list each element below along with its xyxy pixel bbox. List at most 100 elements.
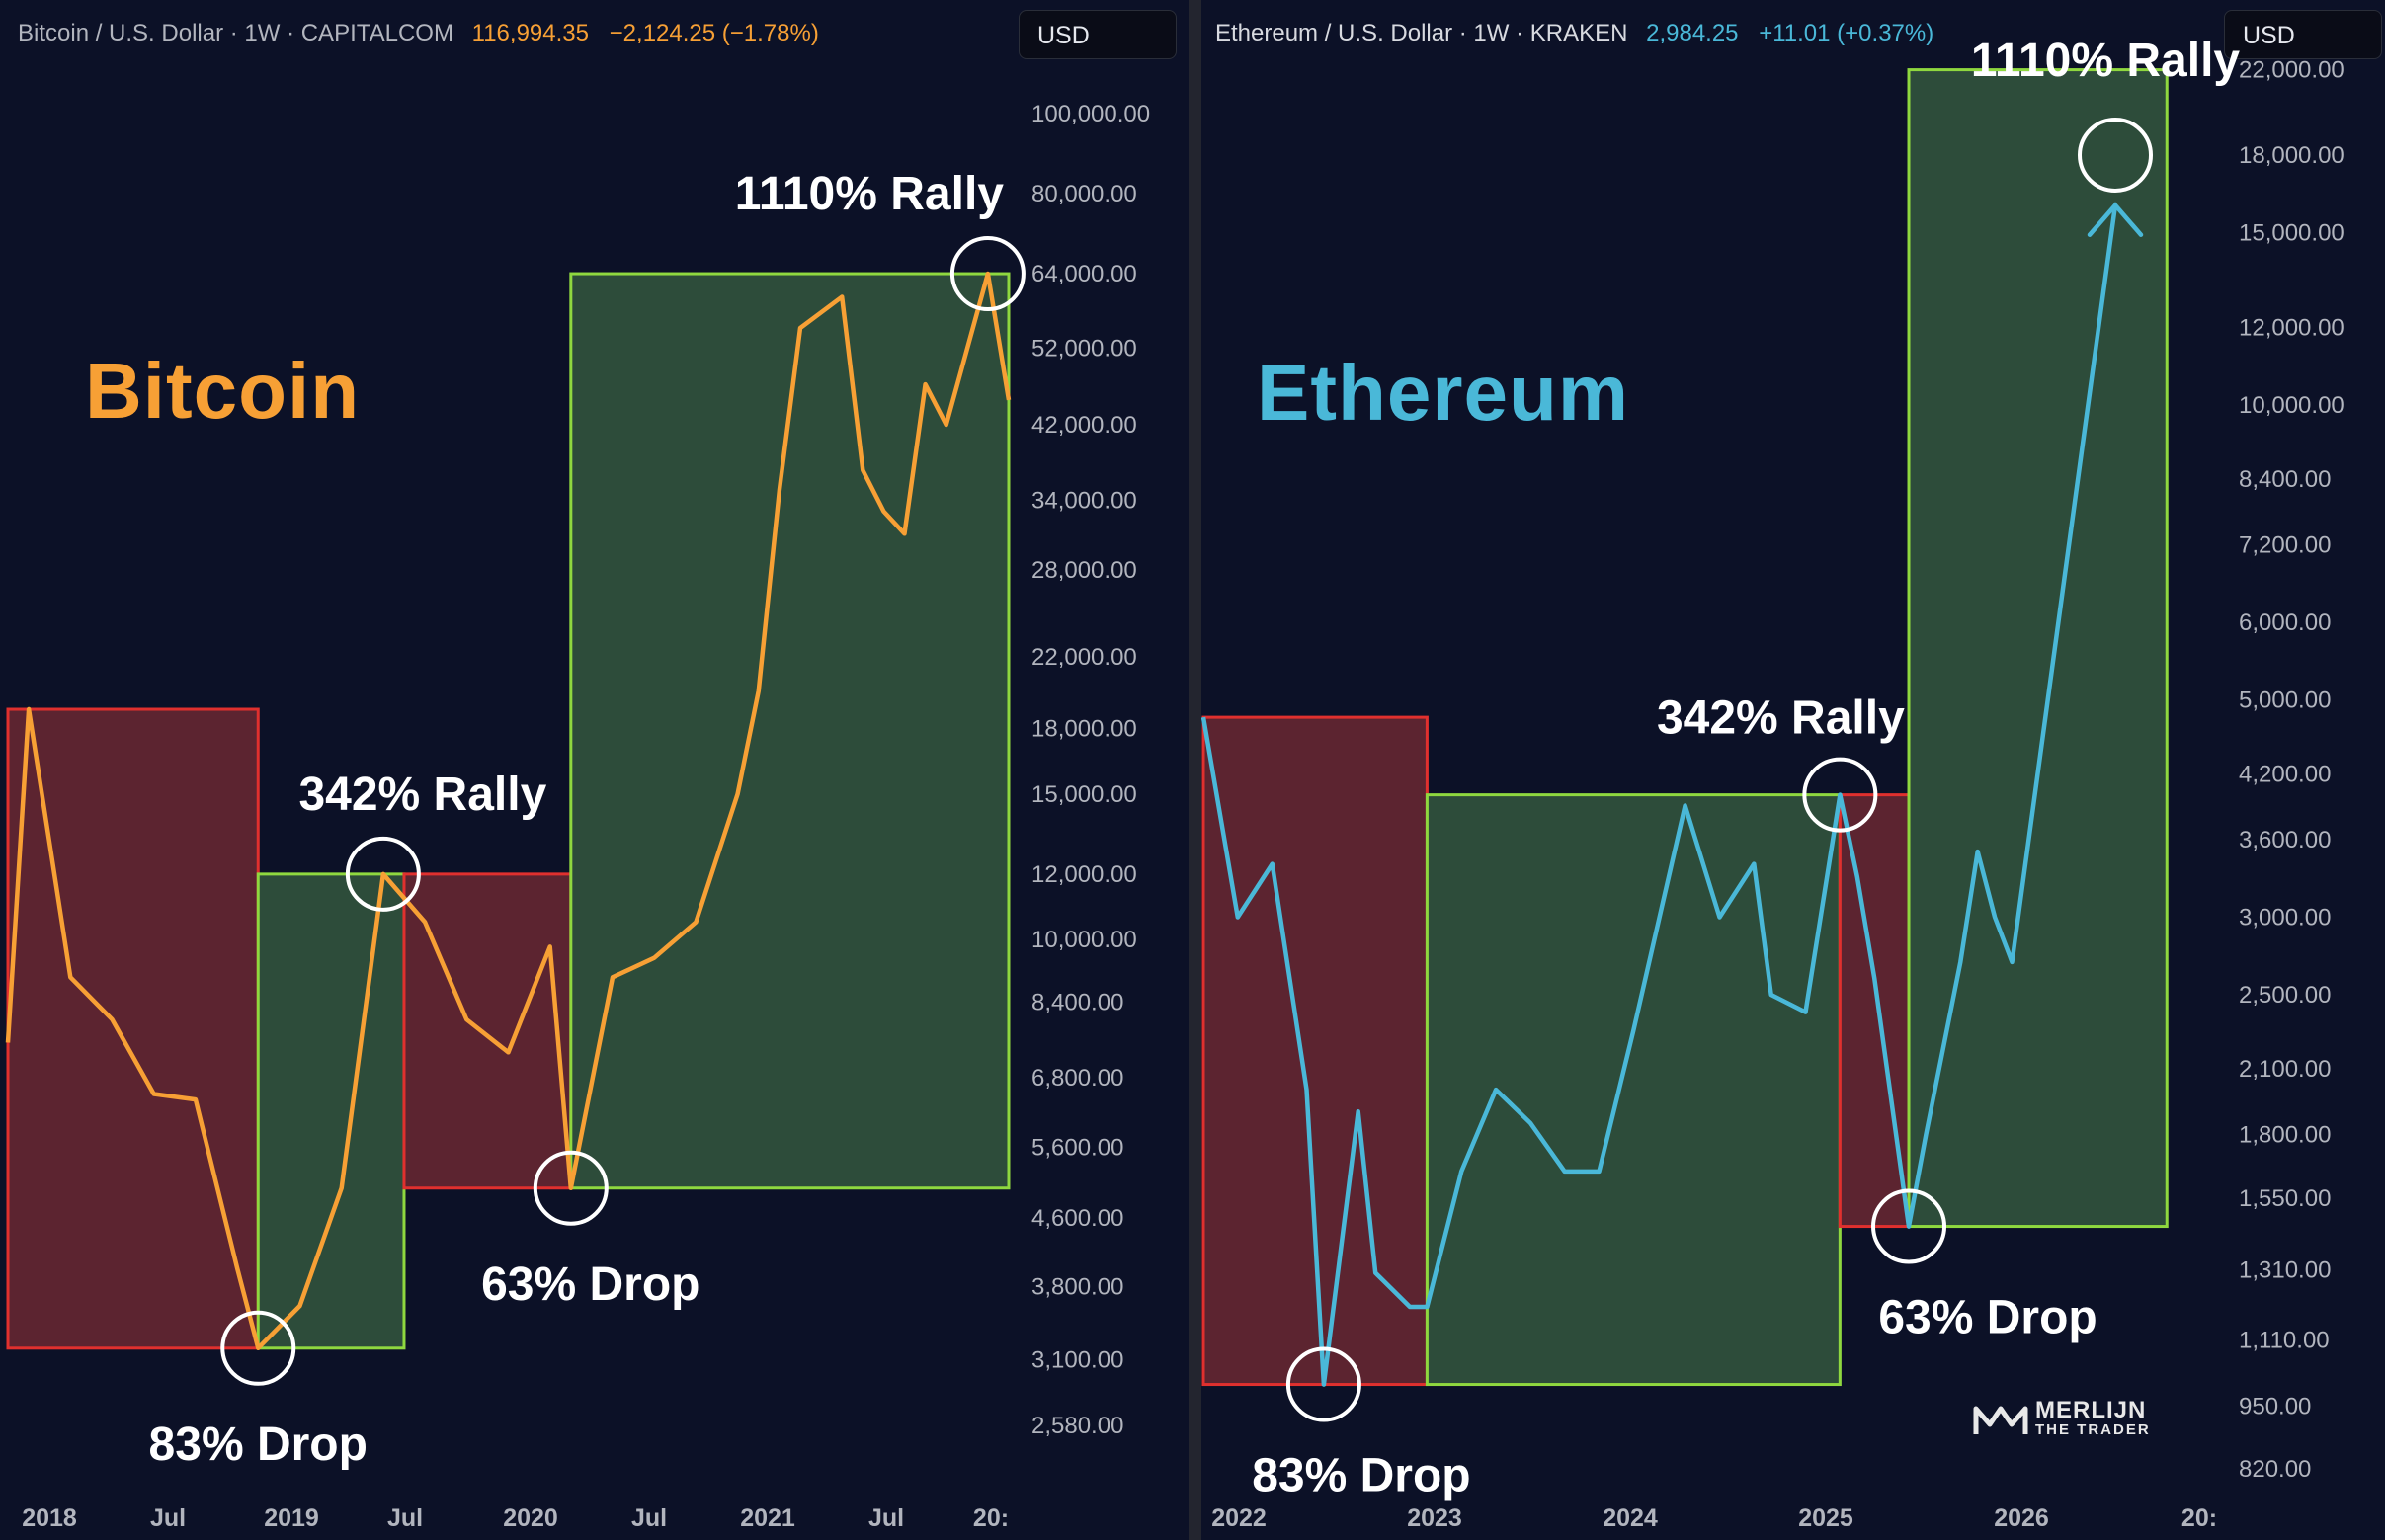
bitcoin-chart-panel[interactable]: Bitcoin / U.S. Dollar · 1W · CAPITALCOM … — [0, 0, 1189, 1540]
annotation-marker-3 — [533, 1150, 609, 1226]
annotation-marker-2 — [345, 836, 421, 912]
drop-region-1 — [1201, 715, 1429, 1387]
y-tick-label: 3,600.00 — [2239, 827, 2331, 853]
annotation-marker-1 — [220, 1310, 296, 1386]
y-tick-label: 15,000.00 — [2239, 220, 2344, 247]
x-tick-label: 20: — [973, 1504, 1009, 1532]
annotation-label-3: 63% Drop — [1878, 1292, 2097, 1344]
y-tick-label: 950.00 — [2239, 1394, 2311, 1420]
y-tick-label: 22,000.00 — [1031, 644, 1137, 671]
eth-price-chart: 83% Drop 342% Rally 63% Drop 1110% Rally22,… — [1201, 35, 2344, 1532]
x-tick-label: 2021 — [740, 1504, 795, 1532]
ethereum-chart-panel[interactable]: Ethereum / U.S. Dollar · 1W · KRAKEN 2,9… — [1201, 0, 2385, 1540]
drop-region-1 — [6, 707, 260, 1350]
btc-price-line — [5, 271, 1012, 1351]
eth-change: +11.01 (+0.37%) — [1759, 20, 1934, 46]
y-tick-label: 12,000.00 — [2239, 315, 2344, 342]
y-tick-label: 2,100.00 — [2239, 1056, 2331, 1083]
x-tick-label: 2024 — [1603, 1504, 1658, 1532]
btc-price-chart: 83% Drop 342% Rally 63% Drop 1110% Rally 100… — [5, 101, 1150, 1532]
x-tick-label: 2019 — [264, 1504, 319, 1532]
y-tick-label: 10,000.00 — [1031, 927, 1137, 953]
eth-title: Ethereum — [1257, 349, 1629, 437]
y-tick-label: 6,000.00 — [2239, 609, 2331, 636]
btc-currency-button[interactable]: USD — [1019, 10, 1177, 59]
y-tick-label: 2,500.00 — [2239, 982, 2331, 1009]
y-tick-label: 3,100.00 — [1031, 1346, 1123, 1373]
btc-header: Bitcoin / U.S. Dollar · 1W · CAPITALCOM … — [18, 20, 819, 47]
x-tick-label: 2018 — [22, 1504, 77, 1532]
btc-change: −2,124.25 (−1.78%) — [609, 20, 819, 46]
y-tick-label: 820.00 — [2239, 1456, 2311, 1483]
y-tick-label: 3,000.00 — [2239, 905, 2331, 932]
x-tick-label: Jul — [868, 1504, 904, 1532]
drop-region-3 — [402, 872, 573, 1190]
y-tick-label: 8,400.00 — [1031, 989, 1123, 1015]
x-tick-label: 2023 — [1407, 1504, 1462, 1532]
x-tick-label: 2026 — [1994, 1504, 2049, 1532]
y-tick-label: 6,800.00 — [1031, 1065, 1123, 1092]
x-tick-label: 20: — [2181, 1504, 2217, 1532]
x-tick-label: 2022 — [1211, 1504, 1267, 1532]
x-tick-label: Jul — [387, 1504, 423, 1532]
y-tick-label: 1,800.00 — [2239, 1121, 2331, 1148]
y-tick-label: 64,000.00 — [1031, 261, 1137, 287]
x-tick-label: 2025 — [1798, 1504, 1853, 1532]
y-tick-label: 1,310.00 — [2239, 1256, 2331, 1283]
annotation-label-1: 83% Drop — [149, 1418, 368, 1471]
y-tick-label: 15,000.00 — [1031, 781, 1137, 808]
y-tick-label: 34,000.00 — [1031, 488, 1137, 515]
y-tick-label: 80,000.00 — [1031, 181, 1137, 207]
rally-region-4 — [1907, 68, 2169, 1229]
y-tick-label: 1,550.00 — [2239, 1185, 2331, 1212]
y-tick-label: 100,000.00 — [1031, 101, 1150, 127]
eth-header: Ethereum / U.S. Dollar · 1W · KRAKEN 2,9… — [1215, 20, 1933, 47]
rally-region-2 — [1425, 793, 1842, 1387]
y-tick-label: 28,000.00 — [1031, 557, 1137, 584]
btc-price: 116,994.35 — [471, 20, 589, 46]
y-tick-label: 2,580.00 — [1031, 1413, 1123, 1439]
merlijn-logo-icon — [1973, 1406, 2028, 1434]
annotation-label-3: 63% Drop — [481, 1258, 699, 1311]
btc-symbol-label: Bitcoin / U.S. Dollar · 1W · CAPITALCOM — [18, 20, 453, 46]
y-tick-label: 18,000.00 — [2239, 142, 2344, 169]
watermark-line1: MERLIJN — [2035, 1397, 2147, 1423]
btc-title: Bitcoin — [85, 347, 361, 435]
x-tick-label: 2020 — [503, 1504, 558, 1532]
panel-divider[interactable] — [1189, 0, 1201, 1540]
y-tick-label: 42,000.00 — [1031, 412, 1137, 439]
x-tick-label: Jul — [150, 1504, 186, 1532]
y-tick-label: 22,000.00 — [2239, 57, 2344, 84]
x-tick-label: Jul — [631, 1504, 667, 1532]
eth-projection-arrowhead — [2087, 202, 2144, 237]
merlijn-watermark: MERLIJN THE TRADER — [1972, 1397, 2151, 1440]
eth-currency-button[interactable]: USD — [2224, 10, 2382, 59]
rally-region-2 — [256, 872, 406, 1350]
annotation-label-4: 1110% Rally — [735, 168, 1005, 220]
eth-symbol-label: Ethereum / U.S. Dollar · 1W · KRAKEN — [1215, 20, 1628, 46]
annotation-label-4: 1110% Rally — [1971, 35, 2241, 87]
y-tick-label: 4,200.00 — [2239, 762, 2331, 788]
annotation-marker-1 — [1285, 1346, 1361, 1422]
watermark-line2: THE TRADER — [2035, 1421, 2151, 1438]
annotation-label-1: 83% Drop — [1252, 1450, 1470, 1502]
y-tick-label: 18,000.00 — [1031, 716, 1137, 743]
y-tick-label: 52,000.00 — [1031, 335, 1137, 362]
annotation-marker-2 — [1802, 757, 1878, 833]
y-tick-label: 8,400.00 — [2239, 466, 2331, 493]
annotation-marker-4 — [949, 236, 1026, 312]
y-tick-label: 7,200.00 — [2239, 532, 2331, 559]
y-tick-label: 5,600.00 — [1031, 1135, 1123, 1162]
annotation-label-2: 342% Rally — [298, 769, 546, 821]
annotation-marker-3 — [1871, 1188, 1947, 1264]
eth-price-line — [1201, 204, 2118, 1387]
annotation-marker-4 — [2078, 118, 2153, 193]
y-tick-label: 12,000.00 — [1031, 861, 1137, 888]
y-tick-label: 10,000.00 — [2239, 392, 2344, 419]
annotation-label-2: 342% Rally — [1657, 692, 1905, 745]
y-tick-label: 3,800.00 — [1031, 1273, 1123, 1300]
y-tick-label: 4,600.00 — [1031, 1205, 1123, 1232]
eth-price: 2,984.25 — [1646, 20, 1739, 46]
y-tick-label: 1,110.00 — [2239, 1328, 2330, 1354]
y-tick-label: 5,000.00 — [2239, 688, 2331, 714]
